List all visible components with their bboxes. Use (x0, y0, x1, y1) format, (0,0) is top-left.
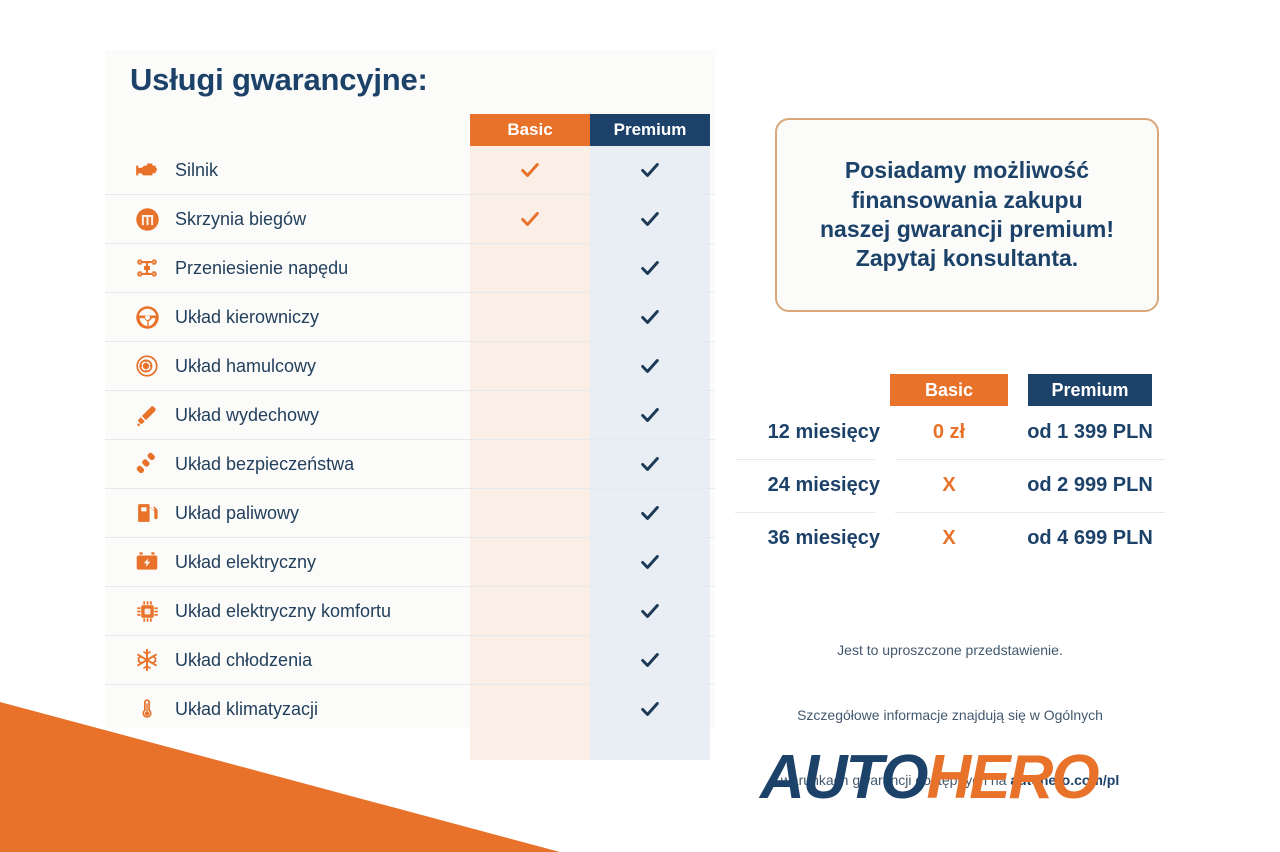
engine-icon (131, 154, 163, 186)
table-row: Układ wydechowy (105, 391, 715, 440)
basic-cell (470, 636, 590, 684)
table-row: Układ chłodzenia (105, 636, 715, 685)
basic-cell (470, 685, 590, 733)
premium-cell (590, 342, 710, 390)
basic-cell (470, 195, 590, 243)
basic-cell (470, 342, 590, 390)
table-row: Układ kierowniczy (105, 293, 715, 342)
premium-cell (590, 146, 710, 194)
price-premium: od 1 399 PLN (1027, 421, 1153, 443)
premium-cell (590, 244, 710, 292)
disclaimer-line-3: warunkach gwarancji dostępnych na (780, 771, 1011, 788)
basic-cell (470, 146, 590, 194)
logo-auto: AUTO (760, 743, 929, 812)
premium-cell (590, 293, 710, 341)
basic-cell (470, 489, 590, 537)
logo-hero: HERO (926, 743, 1100, 812)
page-title: Usługi gwarancyjne: (130, 62, 428, 97)
table-row: Układ klimatyzacji (105, 685, 715, 733)
premium-cell (590, 489, 710, 537)
feature-label: Układ chłodzenia (175, 649, 313, 670)
seatbelt-icon (131, 448, 163, 480)
autohero-logo: AUTOHERO (760, 742, 1100, 813)
basic-cell (470, 244, 590, 292)
table-row: Silnik (105, 146, 715, 195)
premium-cell (590, 391, 710, 439)
disclaimer-text: Jest to uproszczone przedstawienie. Szcz… (735, 618, 1165, 792)
basic-cell (470, 391, 590, 439)
basic-cell (470, 587, 590, 635)
row-separator-right (895, 512, 1165, 513)
disclaimer-line-1: Jest to uproszczone przedstawienie. (837, 641, 1063, 658)
basic-cell (470, 293, 590, 341)
thermometer-icon (131, 693, 163, 725)
basic-column-band (470, 146, 590, 760)
exhaust-icon (131, 399, 163, 431)
price-basic: X (942, 474, 956, 496)
gearbox-icon (131, 203, 163, 235)
feature-label: Układ wydechowy (175, 404, 320, 425)
price-header-premium: Premium (1028, 374, 1152, 406)
price-header-basic: Basic (890, 374, 1008, 406)
feature-label: Układ elektryczny (175, 551, 317, 572)
battery-icon (131, 546, 163, 578)
price-term: 24 miesięcy (767, 474, 880, 496)
price-premium: od 2 999 PLN (1027, 474, 1153, 496)
financing-callout: Posiadamy możliwość finansowania zakupu … (775, 118, 1159, 312)
table-row: Układ bezpieczeństwa (105, 440, 715, 489)
basic-cell (470, 440, 590, 488)
disclaimer-line-2: Szczegółowe informacje znajdują się w Og… (797, 706, 1103, 723)
premium-cell (590, 538, 710, 586)
brake-disc-icon (131, 350, 163, 382)
table-row: Układ hamulcowy (105, 342, 715, 391)
premium-cell (590, 440, 710, 488)
feature-label: Silnik (175, 159, 219, 180)
premium-cell (590, 587, 710, 635)
premium-cell (590, 636, 710, 684)
financing-callout-text: Posiadamy możliwość finansowania zakupu … (820, 157, 1114, 272)
premium-column-band (590, 146, 710, 760)
warranty-rows: Silnik Skrzynia biegów Przeniesienie napęd… (105, 146, 715, 733)
chip-icon (131, 595, 163, 627)
feature-label: Układ kierowniczy (175, 306, 320, 327)
drivetrain-icon (131, 252, 163, 284)
pricing-table: Basic Premium 12 miesięcy 0 zł od 1 399 PL… (735, 374, 1165, 565)
row-separator-left (735, 512, 875, 513)
pricing-table-header: Basic Premium (735, 374, 1165, 406)
autohero-link[interactable]: autohero.com/pl (1010, 771, 1120, 788)
price-term: 12 miesięcy (767, 421, 880, 443)
feature-label: Układ hamulcowy (175, 355, 317, 376)
row-separator-right (895, 459, 1165, 460)
price-basic: 0 zł (932, 421, 966, 443)
feature-label: Skrzynia biegów (175, 208, 307, 229)
feature-label: Układ paliwowy (175, 502, 300, 523)
snowflake-icon (131, 644, 163, 676)
feature-label: Układ klimatyzacji (175, 698, 319, 719)
table-row: Układ paliwowy (105, 489, 715, 538)
feature-label: Układ bezpieczeństwa (175, 453, 355, 474)
table-row: Skrzynia biegów (105, 195, 715, 244)
price-term: 36 miesięcy (767, 527, 880, 549)
price-row: 12 miesięcy 0 zł od 1 399 PLN (735, 406, 1165, 459)
basic-cell (470, 538, 590, 586)
table-row: Przeniesienie napędu (105, 244, 715, 293)
premium-cell (590, 195, 710, 243)
steering-wheel-icon (131, 301, 163, 333)
feature-label: Przeniesienie napędu (175, 257, 349, 278)
column-header-premium: Premium (590, 114, 710, 146)
price-basic: X (942, 527, 956, 549)
column-header-basic: Basic (470, 114, 590, 146)
table-row: Układ elektryczny komfortu (105, 587, 715, 636)
row-separator-left (735, 459, 875, 460)
feature-label: Układ elektryczny komfortu (175, 600, 392, 621)
table-row: Układ elektryczny (105, 538, 715, 587)
price-premium: od 4 699 PLN (1027, 527, 1153, 549)
fuel-pump-icon (131, 497, 163, 529)
premium-cell (590, 685, 710, 733)
